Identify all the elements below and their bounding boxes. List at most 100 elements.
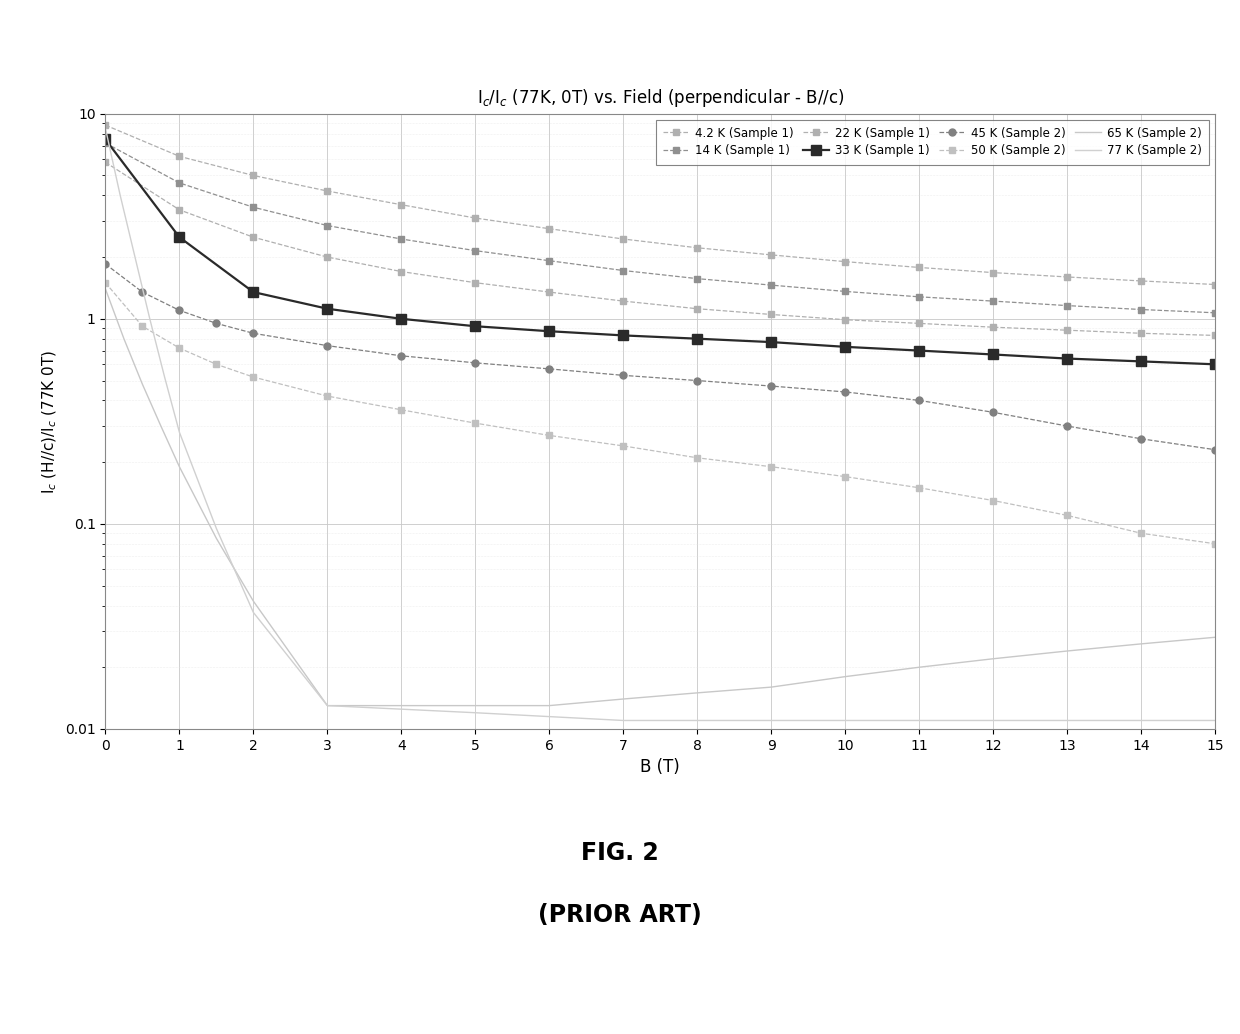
77 K (Sample 2) — [764, 714, 779, 727]
45 K (Sample 2) — [135, 285, 150, 298]
4.2 K (Sample 1) — [764, 249, 779, 262]
45 K (Sample 2) — [1208, 444, 1223, 456]
45 K (Sample 2) — [764, 379, 779, 392]
50 K (Sample 2) — [135, 321, 150, 333]
4.2 K (Sample 1) — [689, 242, 704, 254]
65 K (Sample 2) — [1208, 631, 1223, 643]
X-axis label: B (T): B (T) — [640, 758, 681, 777]
14 K (Sample 1) — [986, 295, 1001, 307]
45 K (Sample 2) — [542, 363, 557, 375]
Title: I$_c$/I$_c$ (77K, 0T) vs. Field (perpendicular - B//c): I$_c$/I$_c$ (77K, 0T) vs. Field (perpend… — [476, 87, 844, 109]
33 K (Sample 1) — [172, 231, 187, 243]
14 K (Sample 1) — [246, 201, 260, 213]
50 K (Sample 2) — [172, 342, 187, 355]
50 K (Sample 2) — [467, 417, 482, 429]
77 K (Sample 2) — [98, 122, 113, 134]
65 K (Sample 2) — [208, 533, 223, 545]
22 K (Sample 1) — [542, 285, 557, 298]
50 K (Sample 2) — [98, 276, 113, 288]
65 K (Sample 2) — [467, 699, 482, 711]
77 K (Sample 2) — [143, 312, 157, 325]
33 K (Sample 1) — [467, 321, 482, 333]
45 K (Sample 2) — [689, 374, 704, 387]
14 K (Sample 1) — [320, 219, 335, 232]
50 K (Sample 2) — [246, 371, 260, 384]
45 K (Sample 2) — [467, 357, 482, 369]
65 K (Sample 2) — [117, 333, 131, 345]
77 K (Sample 2) — [1208, 714, 1223, 727]
22 K (Sample 1) — [616, 295, 631, 307]
77 K (Sample 2) — [246, 606, 260, 618]
33 K (Sample 1) — [98, 133, 113, 146]
14 K (Sample 1) — [172, 177, 187, 189]
22 K (Sample 1) — [246, 231, 260, 243]
14 K (Sample 1) — [838, 285, 853, 298]
4.2 K (Sample 1) — [616, 233, 631, 245]
Legend: 4.2 K (Sample 1), 14 K (Sample 1), 22 K (Sample 1), 33 K (Sample 1), 45 K (Sampl: 4.2 K (Sample 1), 14 K (Sample 1), 22 K … — [656, 120, 1209, 164]
45 K (Sample 2) — [172, 304, 187, 316]
22 K (Sample 1) — [172, 204, 187, 216]
22 K (Sample 1) — [764, 308, 779, 321]
65 K (Sample 2) — [320, 699, 335, 711]
65 K (Sample 2) — [246, 595, 260, 607]
50 K (Sample 2) — [838, 470, 853, 483]
4.2 K (Sample 1) — [1133, 275, 1148, 287]
22 K (Sample 1) — [394, 266, 409, 278]
45 K (Sample 2) — [98, 257, 113, 270]
22 K (Sample 1) — [320, 251, 335, 264]
77 K (Sample 2) — [113, 189, 128, 202]
22 K (Sample 1) — [689, 303, 704, 315]
77 K (Sample 2) — [172, 426, 187, 438]
50 K (Sample 2) — [911, 482, 926, 494]
14 K (Sample 1) — [616, 265, 631, 277]
4.2 K (Sample 1) — [1208, 278, 1223, 291]
4.2 K (Sample 1) — [542, 222, 557, 235]
Line: 22 K (Sample 1): 22 K (Sample 1) — [102, 159, 1219, 339]
33 K (Sample 1) — [1060, 353, 1075, 365]
4.2 K (Sample 1) — [246, 170, 260, 182]
77 K (Sample 2) — [157, 371, 172, 384]
45 K (Sample 2) — [208, 317, 223, 330]
50 K (Sample 2) — [764, 460, 779, 473]
45 K (Sample 2) — [911, 394, 926, 406]
65 K (Sample 2) — [1133, 638, 1148, 650]
14 K (Sample 1) — [1060, 300, 1075, 312]
50 K (Sample 2) — [542, 429, 557, 442]
33 K (Sample 1) — [246, 285, 260, 298]
50 K (Sample 2) — [1208, 538, 1223, 550]
65 K (Sample 2) — [1060, 645, 1075, 658]
14 K (Sample 1) — [394, 233, 409, 245]
65 K (Sample 2) — [986, 652, 1001, 665]
22 K (Sample 1) — [467, 276, 482, 288]
45 K (Sample 2) — [1133, 432, 1148, 445]
Line: 14 K (Sample 1): 14 K (Sample 1) — [102, 140, 1219, 316]
Line: 77 K (Sample 2): 77 K (Sample 2) — [105, 128, 1215, 721]
65 K (Sample 2) — [394, 699, 409, 711]
4.2 K (Sample 1) — [172, 150, 187, 162]
77 K (Sample 2) — [320, 699, 335, 711]
33 K (Sample 1) — [689, 333, 704, 345]
14 K (Sample 1) — [542, 254, 557, 267]
50 K (Sample 2) — [320, 390, 335, 402]
14 K (Sample 1) — [467, 244, 482, 256]
65 K (Sample 2) — [542, 699, 557, 711]
33 K (Sample 1) — [616, 329, 631, 341]
45 K (Sample 2) — [394, 349, 409, 362]
4.2 K (Sample 1) — [986, 267, 1001, 279]
50 K (Sample 2) — [1060, 509, 1075, 521]
33 K (Sample 1) — [1208, 358, 1223, 370]
50 K (Sample 2) — [986, 494, 1001, 507]
4.2 K (Sample 1) — [911, 262, 926, 274]
14 K (Sample 1) — [98, 136, 113, 149]
33 K (Sample 1) — [1133, 356, 1148, 368]
4.2 K (Sample 1) — [1060, 271, 1075, 283]
14 K (Sample 1) — [1208, 307, 1223, 320]
Line: 45 K (Sample 2): 45 K (Sample 2) — [102, 261, 1219, 453]
Y-axis label: I$_c$ (H//c)/I$_c$ (77K 0T): I$_c$ (H//c)/I$_c$ (77K 0T) — [41, 349, 60, 493]
14 K (Sample 1) — [764, 279, 779, 292]
50 K (Sample 2) — [1133, 527, 1148, 540]
77 K (Sample 2) — [128, 251, 143, 264]
33 K (Sample 1) — [542, 325, 557, 337]
14 K (Sample 1) — [911, 291, 926, 303]
45 K (Sample 2) — [986, 406, 1001, 419]
